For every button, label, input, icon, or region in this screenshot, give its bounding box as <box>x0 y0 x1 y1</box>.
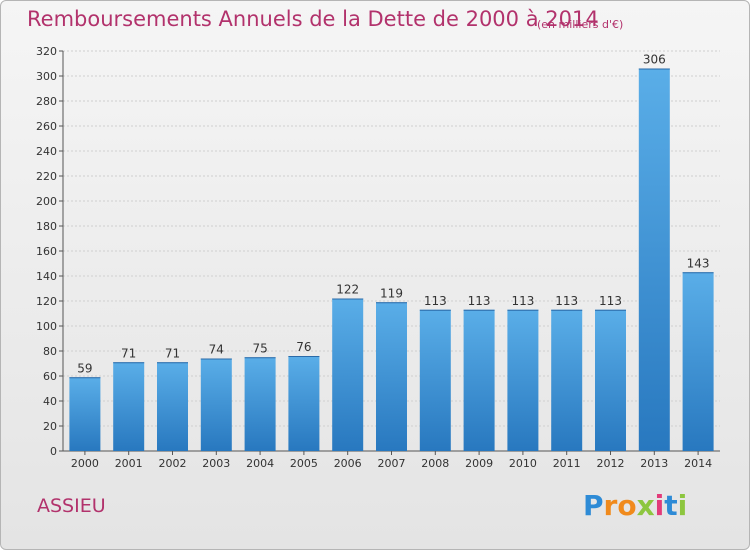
bar-2005 <box>288 356 320 451</box>
x-tick-label: 2006 <box>334 457 362 470</box>
y-tick-label: 280 <box>36 95 57 108</box>
bar-2012 <box>595 309 626 451</box>
logo-letter: P <box>583 489 604 522</box>
y-tick-label: 240 <box>36 145 57 158</box>
bar-2010 <box>507 309 539 451</box>
data-label: 59 <box>77 361 92 375</box>
x-tick-label: 2014 <box>684 457 712 470</box>
y-tick-label: 220 <box>36 170 57 183</box>
bar-2008 <box>419 309 451 451</box>
y-tick-label: 300 <box>36 70 57 83</box>
logo-letter: o <box>617 489 637 522</box>
logo-letter: r <box>603 489 618 522</box>
x-tick-label: 2009 <box>465 457 493 470</box>
logo-letter: i <box>677 489 688 522</box>
bar-2006 <box>332 298 364 451</box>
y-tick-label: 320 <box>36 45 57 58</box>
bar-2013 <box>638 68 670 451</box>
data-label: 113 <box>511 294 534 308</box>
bar-2007 <box>376 302 407 451</box>
y-tick-label: 200 <box>36 195 57 208</box>
x-tick-label: 2001 <box>115 457 143 470</box>
data-label: 113 <box>424 294 447 308</box>
y-tick-label: 0 <box>50 445 57 458</box>
y-tick-label: 260 <box>36 120 57 133</box>
y-tick-label: 160 <box>36 245 57 258</box>
bars <box>69 68 714 451</box>
x-tick-label: 2000 <box>71 457 99 470</box>
data-label: 71 <box>121 346 136 360</box>
x-tick-label: 2011 <box>553 457 581 470</box>
logo-letter: i <box>654 489 665 522</box>
y-tick-label: 80 <box>43 345 57 358</box>
data-label: 113 <box>555 294 578 308</box>
data-label: 143 <box>687 256 710 270</box>
bar-2003 <box>200 358 232 451</box>
x-tick-label: 2007 <box>378 457 406 470</box>
data-label: 113 <box>468 294 491 308</box>
bar-2001 <box>113 362 145 451</box>
data-label: 113 <box>599 294 622 308</box>
bar-2004 <box>244 357 276 451</box>
y-tick-label: 20 <box>43 420 57 433</box>
y-tick-label: 60 <box>43 370 57 383</box>
logo-letter: t <box>664 489 678 522</box>
bar-2009 <box>463 309 495 451</box>
y-tick-label: 140 <box>36 270 57 283</box>
x-tick-label: 2008 <box>421 457 449 470</box>
commune-name: ASSIEU <box>37 495 106 517</box>
labels: 0 20 40 60 80 100 120 140 160 180 200 220 240 260 280 3… <box>36 45 712 470</box>
bar-2002 <box>157 362 188 451</box>
logo-letter: x <box>636 489 655 522</box>
bar-2011 <box>551 309 583 451</box>
x-tick-label: 2013 <box>640 457 668 470</box>
data-label: 71 <box>165 346 180 360</box>
x-tick-label: 2004 <box>246 457 274 470</box>
proxiti-logo: Proxiti <box>583 489 687 522</box>
x-tick-label: 2002 <box>159 457 187 470</box>
data-label: 122 <box>336 283 359 297</box>
y-tick-label: 40 <box>43 395 57 408</box>
chart-subtitle: (en milliers d'€) <box>537 18 624 31</box>
y-tick-label: 100 <box>36 320 57 333</box>
x-tick-label: 2010 <box>509 457 537 470</box>
data-label: 76 <box>296 340 311 354</box>
data-label: 75 <box>252 341 267 355</box>
chart-title: Remboursements Annuels de la Dette de 20… <box>27 7 599 31</box>
bar-2000 <box>69 377 101 451</box>
data-label: 74 <box>209 343 224 357</box>
x-tick-label: 2012 <box>597 457 625 470</box>
data-label: 119 <box>380 286 403 300</box>
data-label: 306 <box>643 53 666 67</box>
y-tick-label: 180 <box>36 220 57 233</box>
x-tick-label: 2005 <box>290 457 318 470</box>
x-tick-label: 2003 <box>202 457 230 470</box>
y-tick-label: 120 <box>36 295 57 308</box>
bar-2014 <box>682 272 714 451</box>
